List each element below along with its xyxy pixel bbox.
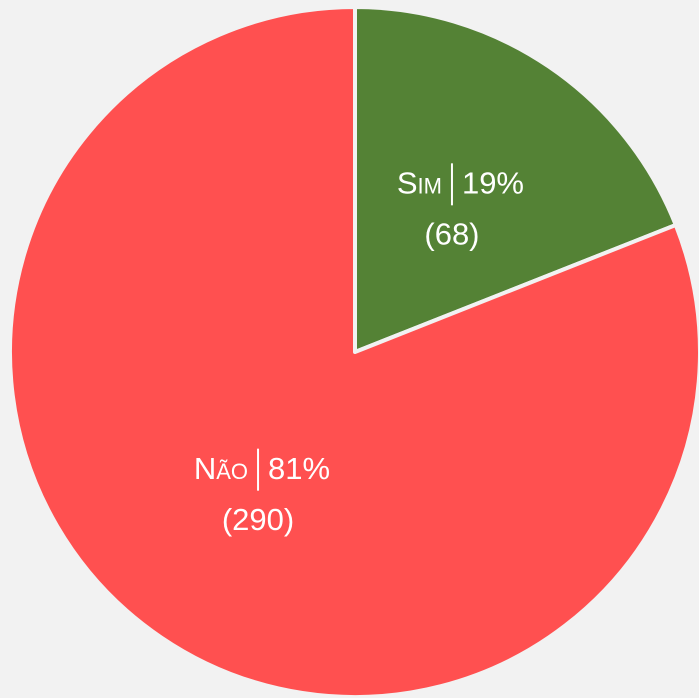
pie-slice xyxy=(353,5,678,354)
slice-count: (290) xyxy=(222,502,294,537)
slice-count: (68) xyxy=(424,217,479,252)
slice-percent: 19% xyxy=(462,166,524,201)
slice-name: Não xyxy=(194,451,248,486)
slice-percent: 81% xyxy=(268,451,330,486)
pie-slice xyxy=(8,5,699,698)
slice-name: Sim xyxy=(397,166,442,201)
